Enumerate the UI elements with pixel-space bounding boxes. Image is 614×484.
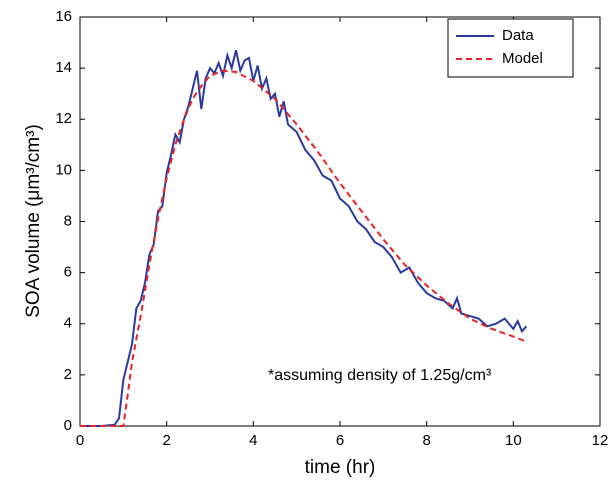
x-tick-label: 0: [76, 432, 84, 449]
legend-box: [447, 18, 574, 78]
annotation: *assuming density of 1.25g/cm³: [268, 367, 492, 384]
y-tick-label: 12: [55, 110, 72, 127]
y-tick-label: 10: [55, 161, 72, 178]
x-tick-label: 12: [592, 432, 609, 449]
y-tick-label: 4: [64, 315, 72, 332]
legend-label: Model: [502, 50, 543, 67]
x-tick-label: 6: [336, 432, 344, 449]
series-line: [80, 69, 527, 427]
x-axis-label: time (hr): [305, 457, 376, 478]
y-axis-label: SOA volume (μm³/cm³): [23, 124, 44, 318]
x-tick-label: 4: [249, 432, 257, 449]
x-tick-label: 8: [422, 432, 430, 449]
y-tick-label: 2: [64, 366, 72, 383]
x-tick-label: 10: [505, 432, 522, 449]
plot-frame: [79, 16, 601, 427]
y-tick-label: 0: [64, 417, 72, 434]
x-tick-label: 2: [162, 432, 170, 449]
y-tick-label: 16: [55, 8, 72, 25]
y-tick-label: 14: [55, 59, 72, 76]
legend-label: Data: [502, 27, 534, 44]
y-tick-label: 6: [64, 264, 72, 281]
y-tick-label: 8: [64, 212, 72, 229]
